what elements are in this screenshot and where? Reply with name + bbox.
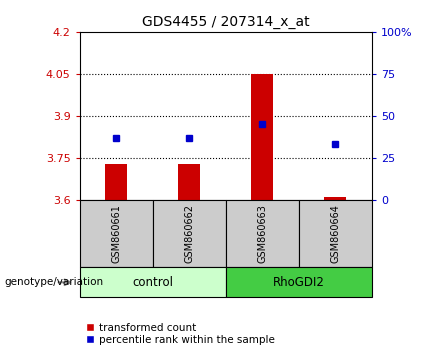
Text: GSM860661: GSM860661	[111, 204, 121, 263]
Text: GSM860664: GSM860664	[330, 204, 341, 263]
Bar	[324, 197, 346, 200]
Bar	[105, 164, 127, 200]
Bar	[153, 200, 226, 267]
Text: GSM860662: GSM860662	[184, 204, 194, 263]
Title: GDS4455 / 207314_x_at: GDS4455 / 207314_x_at	[142, 16, 310, 29]
Bar	[80, 200, 153, 267]
Text: genotype/variation: genotype/variation	[4, 277, 104, 287]
Text: control: control	[132, 276, 173, 289]
Legend: transformed count, percentile rank within the sample: transformed count, percentile rank withi…	[85, 322, 275, 345]
Bar	[226, 267, 372, 297]
Bar	[226, 200, 299, 267]
Text: RhoGDI2: RhoGDI2	[273, 276, 325, 289]
Text: GSM860663: GSM860663	[257, 204, 267, 263]
Bar	[80, 267, 226, 297]
Bar	[299, 200, 372, 267]
Bar	[251, 74, 273, 200]
Bar	[178, 164, 200, 200]
